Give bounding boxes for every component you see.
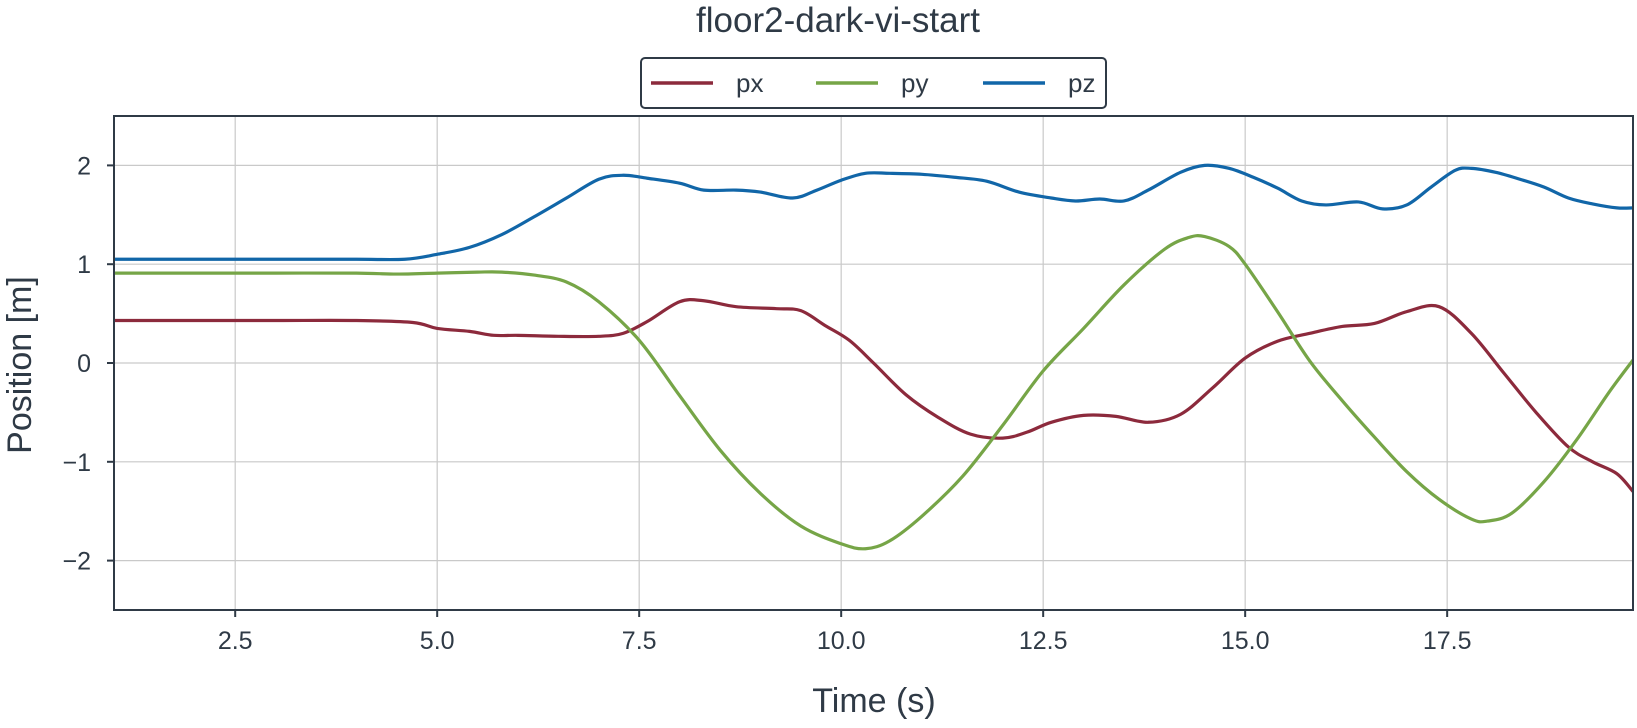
y-tick-label: 1 [77,251,91,279]
y-tick-label: −2 [62,548,91,576]
y-tick-label: −1 [62,449,91,477]
x-tick-label: 7.5 [622,627,657,655]
x-tick-label: 2.5 [218,627,253,655]
x-tick-label: 17.5 [1423,627,1472,655]
x-tick-label: 10.0 [817,627,866,655]
x-axis-label: Time (s) [812,682,935,720]
series-line-py [114,234,1633,551]
y-tick-label: 2 [77,152,91,180]
y-axis-label: Position [m] [1,276,39,454]
x-tick-label: 5.0 [420,627,455,655]
legend: px py pz [640,57,1107,109]
x-tick-label: 12.5 [1019,627,1068,655]
series-line-px [114,298,1633,494]
series-lines [114,163,1633,551]
legend-label-px: px [736,68,763,98]
plot-area: 2.5 5.0 7.5 10.0 12.5 15.0 17.5 2 1 0 −1 −2 [62,115,1634,655]
legend-label-pz: pz [1068,68,1095,98]
series-line-pz [114,163,1633,262]
axis-ticks: 2.5 5.0 7.5 10.0 12.5 15.0 17.5 2 1 0 −1 −2 [62,152,1471,655]
x-tick-label: 15.0 [1221,627,1270,655]
legend-label-py: py [901,68,928,98]
chart-title: floor2-dark-vi-start [696,1,980,40]
y-tick-label: 0 [77,350,91,378]
